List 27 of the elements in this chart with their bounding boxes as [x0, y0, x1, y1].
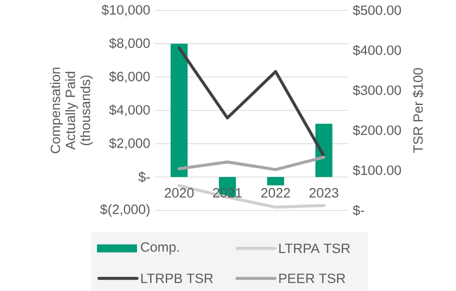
- y-tick-label: $10,000: [102, 4, 150, 16]
- y-tick-label: $8,000: [109, 38, 150, 50]
- y2-axis-title: TSR Per $100: [412, 68, 424, 153]
- x-tick-label: 2023: [310, 188, 338, 198]
- legend-label: PEER TSR: [279, 273, 346, 283]
- y-tick-label: $2,000: [109, 138, 150, 150]
- y-tick-label: $6,000: [109, 70, 150, 83]
- legend-label: LTRPA TSR: [279, 243, 350, 253]
- y-tick-label: $(2,000): [100, 204, 150, 217]
- y2-tick-label: $-: [352, 204, 364, 216]
- bar: [315, 124, 332, 177]
- x-tick-label: 2022: [261, 188, 290, 198]
- y2-tick-label: $200.00: [352, 124, 401, 136]
- line-series: [178, 46, 326, 158]
- y2-tick-label: $300.00: [352, 84, 401, 96]
- y-tick-label: $4,000: [109, 104, 150, 116]
- x-tick-label: 2020: [164, 188, 194, 198]
- legend-label: Comp.: [140, 242, 179, 254]
- bar: [170, 44, 188, 177]
- y2-tick-label: $500.00: [352, 4, 401, 16]
- line-series: [178, 155, 326, 171]
- legend-label: LTRPB TSR: [141, 273, 213, 283]
- bar: [267, 176, 284, 186]
- y-tick-label: $-: [138, 171, 150, 182]
- y-axis-title: Compensation Actually Paid (thousands): [50, 68, 93, 154]
- y2-tick-label: $100.00: [352, 164, 401, 176]
- y2-tick-label: $400.00: [352, 44, 401, 56]
